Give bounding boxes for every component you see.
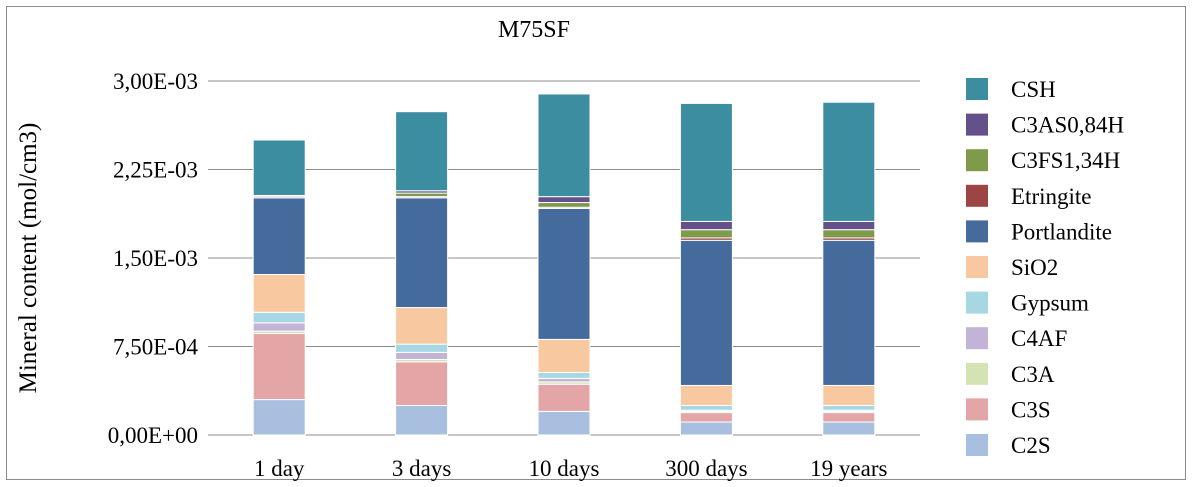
legend-swatch	[966, 362, 988, 385]
bar-segment-c3fs1-34h	[537, 202, 591, 208]
y-tick-label: 1,50E-03	[113, 246, 198, 271]
legend-label: C2S	[1011, 433, 1051, 458]
bar-segment-c3fs1-34h	[395, 192, 449, 198]
bar-segment-sio2	[252, 274, 306, 313]
bar-segment-gypsum	[537, 371, 591, 379]
legend-swatch	[966, 291, 988, 314]
legend-label: Etringite	[1011, 184, 1091, 209]
bar-segment-c3s	[395, 361, 449, 406]
y-tick-label: 3,00E-03	[113, 69, 198, 94]
bar-segment-portlandite	[822, 239, 876, 386]
bar-segment-c3fs1-34h	[679, 229, 733, 239]
bar-segment-sio2	[822, 384, 876, 407]
bar-segment-sio2	[537, 338, 591, 373]
legend-label: C3S	[1011, 397, 1051, 422]
chart-title: M75SF	[498, 17, 570, 43]
legend-swatch	[966, 149, 988, 172]
bar-segment-c3as0-84h	[822, 220, 876, 231]
x-tick-labels: 1 day 3 days 10 days 300 days 19 years	[254, 456, 888, 481]
x-tick-label: 1 day	[254, 456, 305, 481]
bar-segment-sio2	[679, 384, 733, 407]
legend-label: C4AF	[1011, 326, 1067, 351]
bar-segment-portlandite	[395, 197, 449, 309]
bar-segment-c2s	[537, 410, 591, 436]
bar-segment-c3as0-84h	[679, 220, 733, 231]
y-tick-labels: 0,00E+00 7,50E-04 1,50E-03 2,25E-03 3,00E-03	[108, 69, 199, 448]
legend-swatch	[966, 113, 988, 136]
chart-frame	[6, 6, 1186, 480]
legend-swatch	[966, 434, 988, 456]
legend-swatch	[966, 327, 988, 350]
bar-segment-csh	[822, 101, 876, 222]
legend-swatch	[966, 398, 988, 421]
bar-segment-gypsum	[679, 405, 733, 411]
legend-label: C3A	[1011, 362, 1055, 387]
x-tick-label: 3 days	[392, 456, 451, 481]
bars	[252, 93, 876, 436]
bar-segment-c2s	[252, 399, 306, 436]
bar-segment-csh	[252, 139, 306, 196]
bar-segment-c2s	[679, 421, 733, 436]
bar-segment-portlandite	[537, 207, 591, 340]
bar-segment-c3fs1-34h	[822, 229, 876, 239]
bar-segment-gypsum	[822, 405, 876, 411]
bar-segment-c3s	[679, 412, 733, 423]
legend-swatch	[966, 256, 988, 278]
y-axis-label: Mineral content (mol/cm3)	[15, 123, 42, 394]
bar-segment-c4af	[252, 322, 306, 332]
bar-segment-c4af	[537, 377, 591, 383]
x-tick-label: 10 days	[529, 456, 600, 481]
legend-swatch	[966, 78, 988, 100]
bar-segment-c3s	[252, 333, 306, 401]
bar-segment-gypsum	[252, 311, 306, 324]
bar-segment-csh	[395, 111, 449, 192]
bar-segment-c3as0-84h	[537, 196, 591, 204]
bar-segment-c2s	[395, 405, 449, 436]
bar-segment-c4af	[395, 351, 449, 360]
legend-label: C3AS0,84H	[1011, 113, 1124, 138]
bar-segment-c2s	[822, 421, 876, 436]
y-tick-label: 7,50E-04	[113, 335, 198, 360]
bar-segment-portlandite	[679, 239, 733, 386]
legend: CSH C3AS0,84H C3FS1,34H Etringite Portlandit…	[966, 77, 1124, 458]
legend-label: SiO2	[1011, 255, 1058, 280]
legend-swatch	[966, 184, 988, 207]
bar-segment-portlandite	[252, 197, 306, 276]
bar-segment-c3s	[537, 383, 591, 412]
bar-segment-sio2	[395, 307, 449, 345]
y-tick-label: 2,25E-03	[113, 158, 198, 183]
x-tick-label: 300 days	[665, 456, 747, 481]
bar-segment-csh	[537, 93, 591, 198]
legend-swatch	[966, 220, 988, 243]
x-tick-label: 19 years	[810, 456, 887, 481]
legend-label: Portlandite	[1011, 219, 1112, 244]
y-tick-label: 0,00E+00	[108, 423, 198, 448]
bar-segment-csh	[679, 102, 733, 222]
legend-label: CSH	[1011, 77, 1056, 102]
bar-segment-c3s	[822, 412, 876, 423]
bar-segment-gypsum	[395, 343, 449, 353]
legend-label: Gypsum	[1011, 291, 1089, 316]
legend-label: C3FS1,34H	[1011, 148, 1120, 173]
